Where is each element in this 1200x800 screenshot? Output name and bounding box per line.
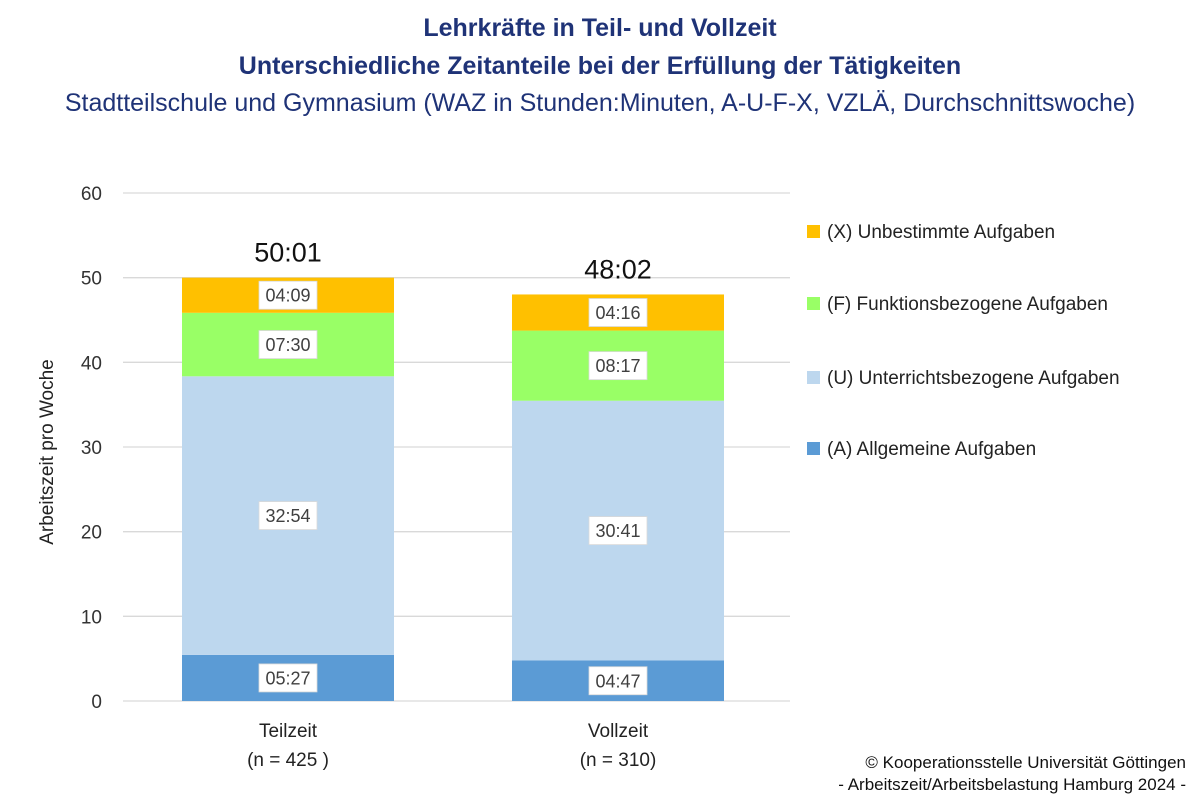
footer-copyright: © Kooperationsstelle Universität Götting… — [865, 753, 1186, 772]
data-label-box — [258, 280, 318, 310]
data-label-box — [258, 330, 318, 359]
data-label: 04:09 — [265, 286, 310, 306]
x-tick-sublabel: (n = 425 ) — [247, 750, 329, 771]
chart-title: Lehrkräfte in Teil- und Vollzeit — [423, 14, 777, 42]
y-tick-label: 30 — [81, 438, 102, 459]
y-tick-label: 50 — [81, 269, 102, 290]
legend-label: (F) Funktionsbezogene Aufgaben — [827, 294, 1108, 315]
x-tick-label: Vollzeit — [588, 721, 649, 742]
data-label-box — [588, 298, 648, 327]
data-label: 04:16 — [595, 303, 640, 323]
data-label-box — [258, 663, 318, 693]
data-label-box — [588, 666, 648, 696]
legend-label: (A) Allgemeine Aufgaben — [827, 439, 1036, 460]
legend-swatch — [807, 442, 820, 455]
total-label: 48:02 — [584, 254, 652, 284]
footer-project: - Arbeitszeit/Arbeitsbelastung Hamburg 2… — [838, 775, 1186, 794]
x-tick-label: Teilzeit — [259, 721, 318, 742]
data-label: 07:30 — [265, 335, 310, 355]
data-label: 32:54 — [265, 506, 310, 526]
y-tick-label: 10 — [81, 607, 102, 628]
y-tick-label: 0 — [91, 692, 102, 713]
x-tick-sublabel: (n = 310) — [580, 750, 657, 771]
chart-description: Stadtteilschule und Gymnasium (WAZ in St… — [64, 89, 1136, 117]
legend-swatch — [807, 225, 820, 238]
data-label: 05:27 — [265, 668, 310, 688]
legend-swatch — [807, 297, 820, 310]
y-tick-label: 60 — [81, 184, 102, 205]
data-label: 30:41 — [595, 521, 640, 541]
y-tick-label: 20 — [81, 523, 102, 544]
legend-label: (X) Unbestimmte Aufgaben — [827, 222, 1055, 243]
data-label-box — [588, 516, 648, 546]
data-label-box — [258, 501, 318, 530]
total-label: 50:01 — [254, 238, 322, 268]
legend-label: (U) Unterrichtsbezogene Aufgaben — [827, 368, 1120, 389]
legend-swatch — [807, 371, 820, 384]
data-label-box — [588, 351, 648, 381]
data-label: 04:47 — [595, 671, 640, 691]
data-label: 08:17 — [595, 356, 640, 376]
chart-subtitle: Unterschiedliche Zeitanteile bei der Erf… — [238, 52, 962, 80]
y-tick-label: 40 — [81, 353, 102, 374]
